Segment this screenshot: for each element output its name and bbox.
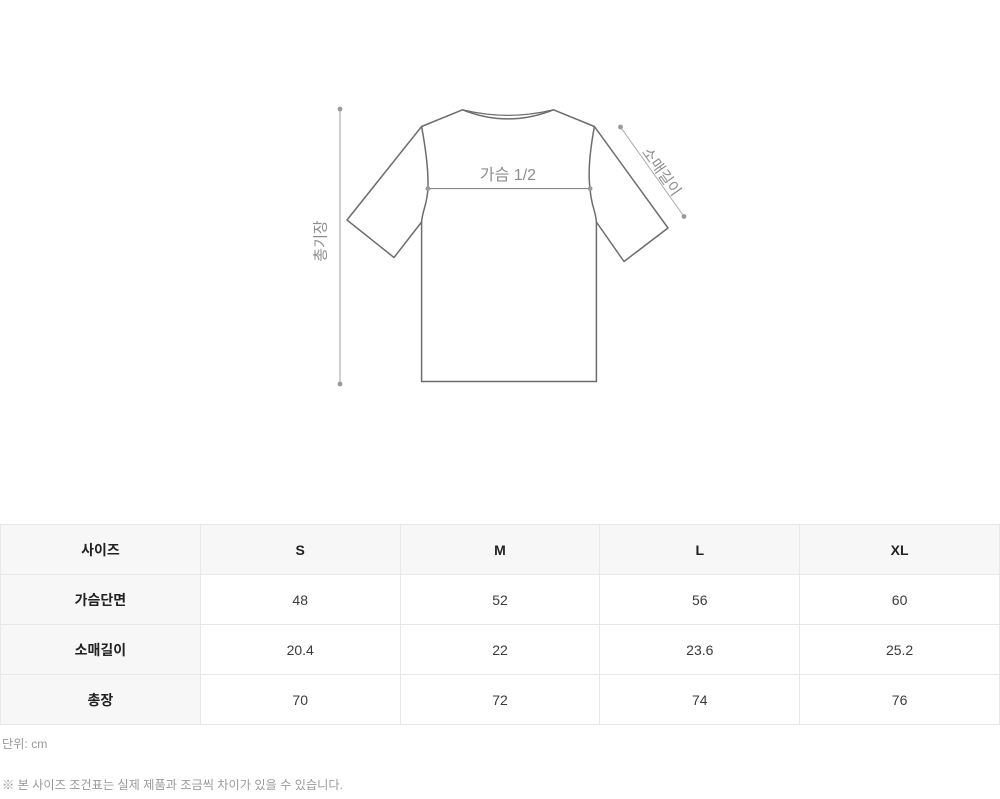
svg-text:가슴 1/2: 가슴 1/2 — [480, 166, 536, 184]
